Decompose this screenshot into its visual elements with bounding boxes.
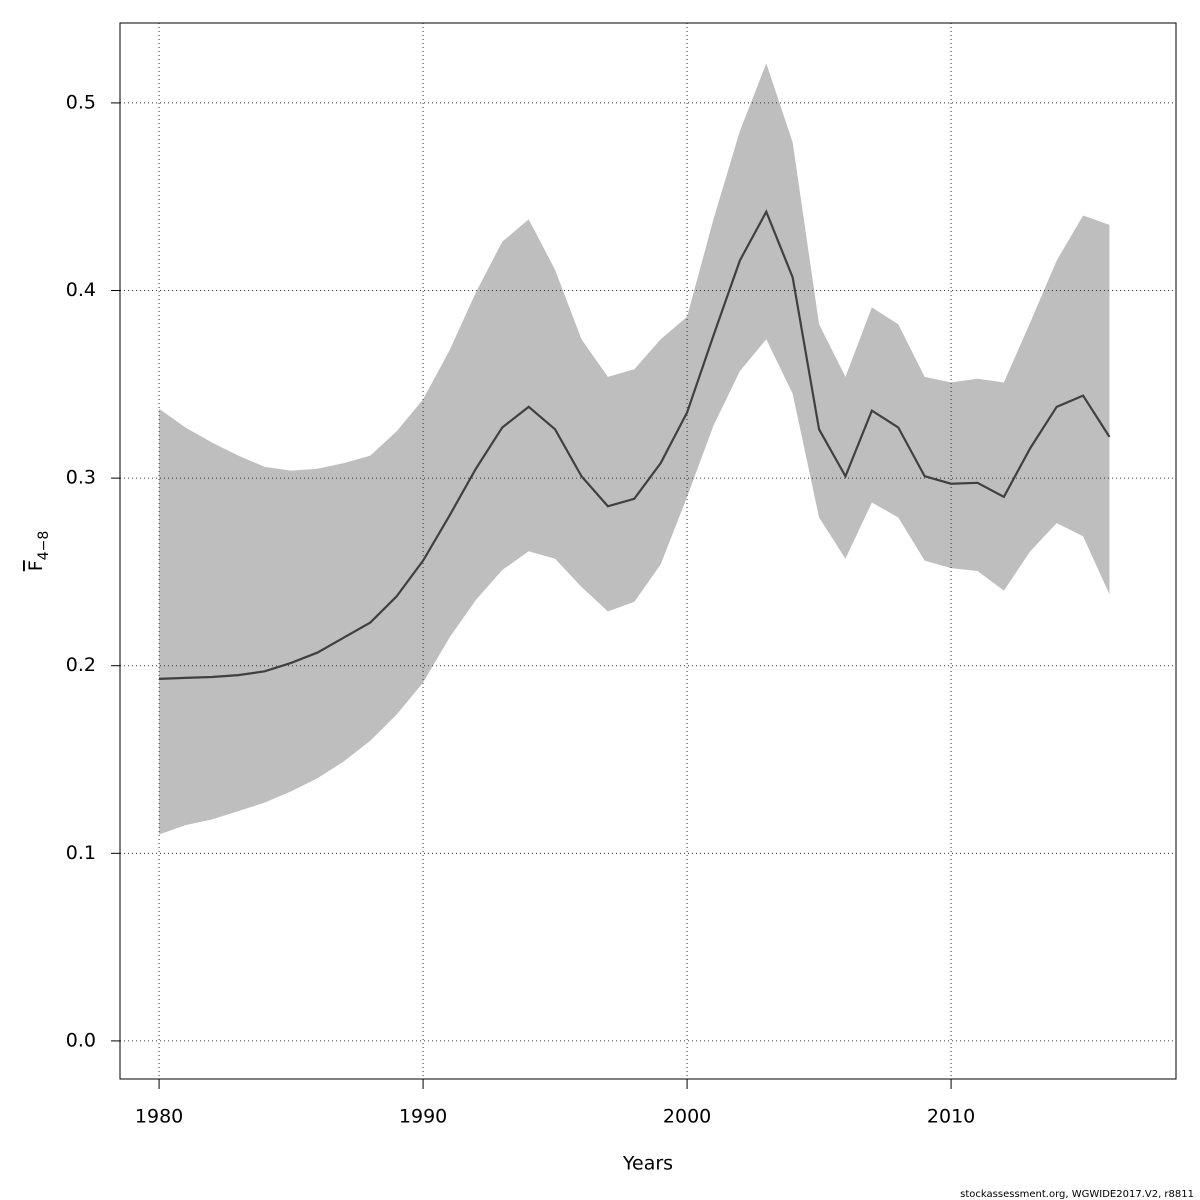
y-tick-label: 0.2 [66,654,96,676]
y-axis-label-base: F [25,560,47,571]
y-axis-label: F4−8 [25,531,53,571]
x-axis-label: Years [622,1153,673,1175]
y-tick-label: 0.4 [66,279,96,301]
y-tick-label: 0.0 [66,1029,96,1051]
y-tick-label: 0.1 [66,842,96,864]
confidence-band [159,63,1110,835]
y-tick-label: 0.3 [66,467,96,489]
mean-line [159,209,1111,680]
x-tick-label: 2000 [663,1106,711,1128]
y-tick-label: 0.5 [66,91,96,113]
x-tick-label: 2010 [927,1106,975,1128]
x-tick-label: 1980 [135,1106,183,1128]
plot-frame [119,22,1177,1080]
x-tick-label: 1990 [399,1106,447,1128]
y-axis-label-sub: 4−8 [36,531,52,561]
footer: stockassessment.org, WGWIDE2017.V2, r881… [960,1189,1194,1200]
